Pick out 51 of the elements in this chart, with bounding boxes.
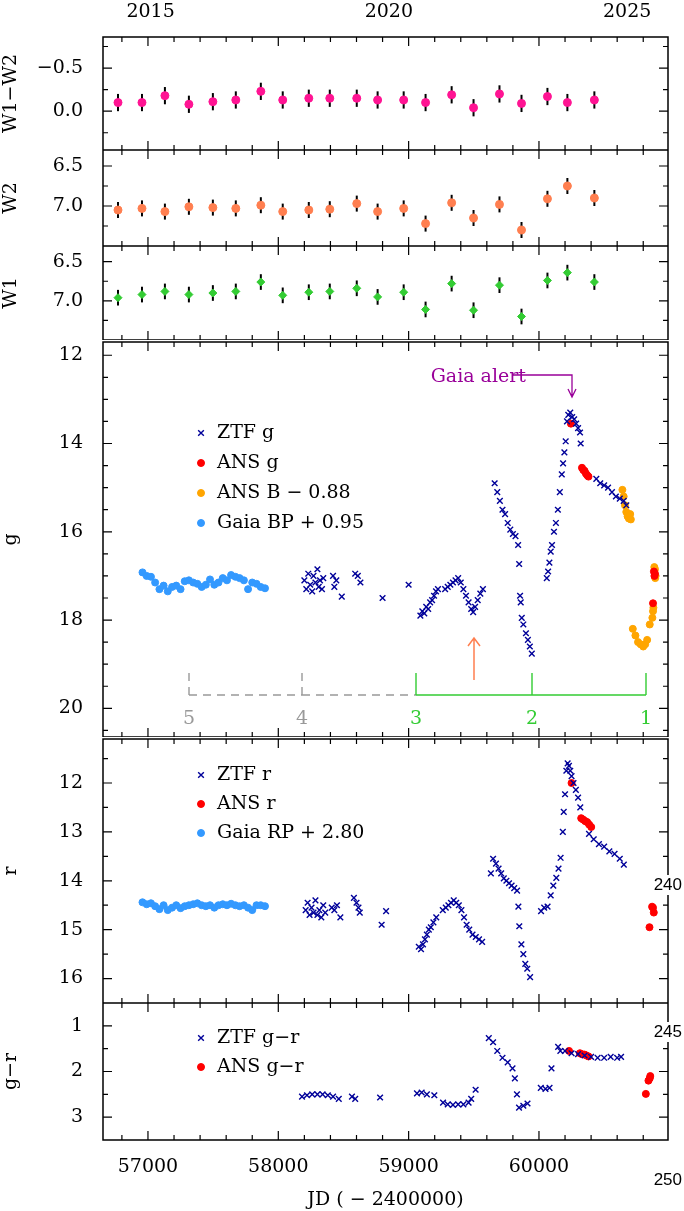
y-tick-label: 18 [58,606,83,629]
y-axis-title: W1−W2 [0,53,21,134]
x2-tick-label: 2025 [602,0,652,21]
y-tick-label: 20 [58,695,83,718]
y-tick-label: −0.5 [36,54,83,77]
y-axis-title: W1 [0,277,21,309]
x-tick-label: 59000 [378,1154,439,1177]
legend-label: ZTF r [217,761,273,784]
legend-label: ANS B − 0.88 [216,479,351,502]
y-tick-label: 12 [58,342,83,365]
y-tick-label: 0.0 [52,98,83,121]
y-tick-label: 14 [58,867,83,890]
x2-tick-label: 2015 [126,0,175,21]
y-tick-label: 1 [70,1012,83,1035]
legend-label: ANS g [216,449,279,472]
x-tick-label: 57000 [117,1154,179,1177]
y-tick-label: 7.0 [52,287,83,310]
legend-label: ZTF g [217,419,275,442]
annotation: 240 [652,875,683,895]
annotation: Gaia alert [430,364,526,386]
y-tick-label: 6.5 [52,248,83,271]
y-tick-label: 16 [58,518,83,541]
annotation: 245 [652,1022,683,1042]
y-tick-label: 15 [58,916,83,939]
legend-label: ANS r [216,790,277,813]
annotation: 4 [295,706,309,728]
annotation: 2 [525,706,539,728]
legend-label: Gaia RP + 2.80 [217,819,365,842]
y-axis-title: r [0,865,21,876]
legend-label: ANS g−r [216,1053,305,1076]
y-axis-title: W2 [0,182,21,214]
y-axis-title: g−r [0,1052,21,1091]
x2-tick-label: 2020 [364,0,414,21]
annotation: 5 [182,706,196,728]
x-tick-label: 60000 [508,1154,570,1177]
annotation: 3 [409,706,423,728]
y-axis-title: g [0,533,21,546]
y-tick-label: 2 [70,1058,83,1081]
y-tick-label: 7.0 [52,192,83,215]
y-tick-label: 6.5 [52,152,83,175]
x-tick-label: 58000 [248,1154,309,1177]
y-tick-label: 16 [58,965,83,988]
y-tick-label: 12 [58,769,83,792]
y-tick-label: 13 [58,818,83,841]
y-tick-label: 3 [70,1104,83,1127]
legend-label: ZTF g−r [217,1024,301,1047]
annotation: 1 [639,706,653,728]
text: 250 [652,1170,683,1190]
x-axis-title: JD ( − 2400000) [305,1186,464,1209]
legend-label: Gaia BP + 0.95 [217,509,364,532]
y-tick-label: 14 [58,430,83,453]
